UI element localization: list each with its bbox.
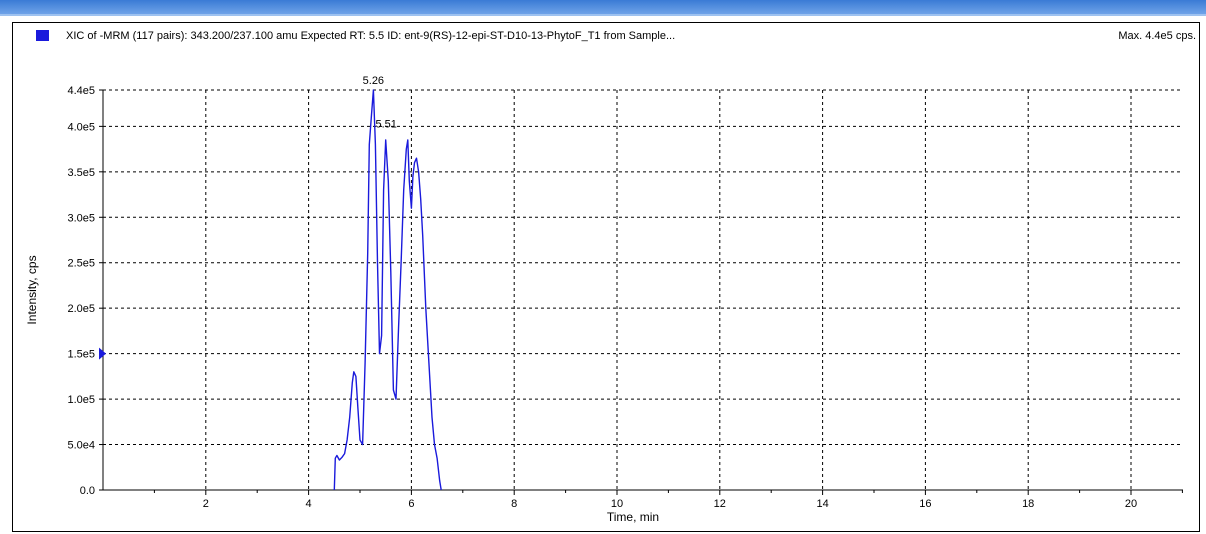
y-tick-label: 2.0e5 xyxy=(67,303,95,315)
y-axis-title: Intensity, cps xyxy=(25,255,39,324)
x-tick-label: 4 xyxy=(306,498,312,510)
legend-swatch[interactable] xyxy=(36,30,49,41)
peak-label: 5.51 xyxy=(376,119,397,131)
y-tick-label: 1.0e5 xyxy=(67,394,95,406)
chart-panel xyxy=(12,22,1200,532)
y-tick-label: 5.0e4 xyxy=(67,440,95,452)
x-tick-label: 8 xyxy=(511,498,517,510)
y-tick-label: 1.5e5 xyxy=(67,349,95,361)
chart-title: XIC of -MRM (117 pairs): 343.200/237.100… xyxy=(66,30,676,42)
x-tick-label: 16 xyxy=(919,498,931,510)
peak-label: 5.26 xyxy=(363,75,384,87)
y-tick-label: 4.0e5 xyxy=(67,121,95,133)
y-marker-triangle xyxy=(99,347,106,360)
y-tick-label: 3.0e5 xyxy=(67,212,95,224)
y-tick-label: 2.5e5 xyxy=(67,258,95,270)
x-tick-label: 12 xyxy=(714,498,726,510)
y-tick-label: 3.5e5 xyxy=(67,167,95,179)
max-intensity-label: Max. 4.4e5 cps. xyxy=(1118,30,1196,42)
x-tick-label: 2 xyxy=(203,498,209,510)
x-tick-label: 14 xyxy=(816,498,828,510)
y-tick-label: 0.0 xyxy=(80,485,95,497)
x-tick-label: 18 xyxy=(1022,498,1034,510)
xic-trace-line xyxy=(333,89,442,491)
y-tick-label: 4.4e5 xyxy=(67,85,95,97)
x-tick-label: 10 xyxy=(611,498,623,510)
x-tick-label: 20 xyxy=(1125,498,1137,510)
x-axis-title: Time, min xyxy=(607,510,659,524)
window-title-strip xyxy=(0,0,1206,16)
x-tick-label: 6 xyxy=(408,498,414,510)
